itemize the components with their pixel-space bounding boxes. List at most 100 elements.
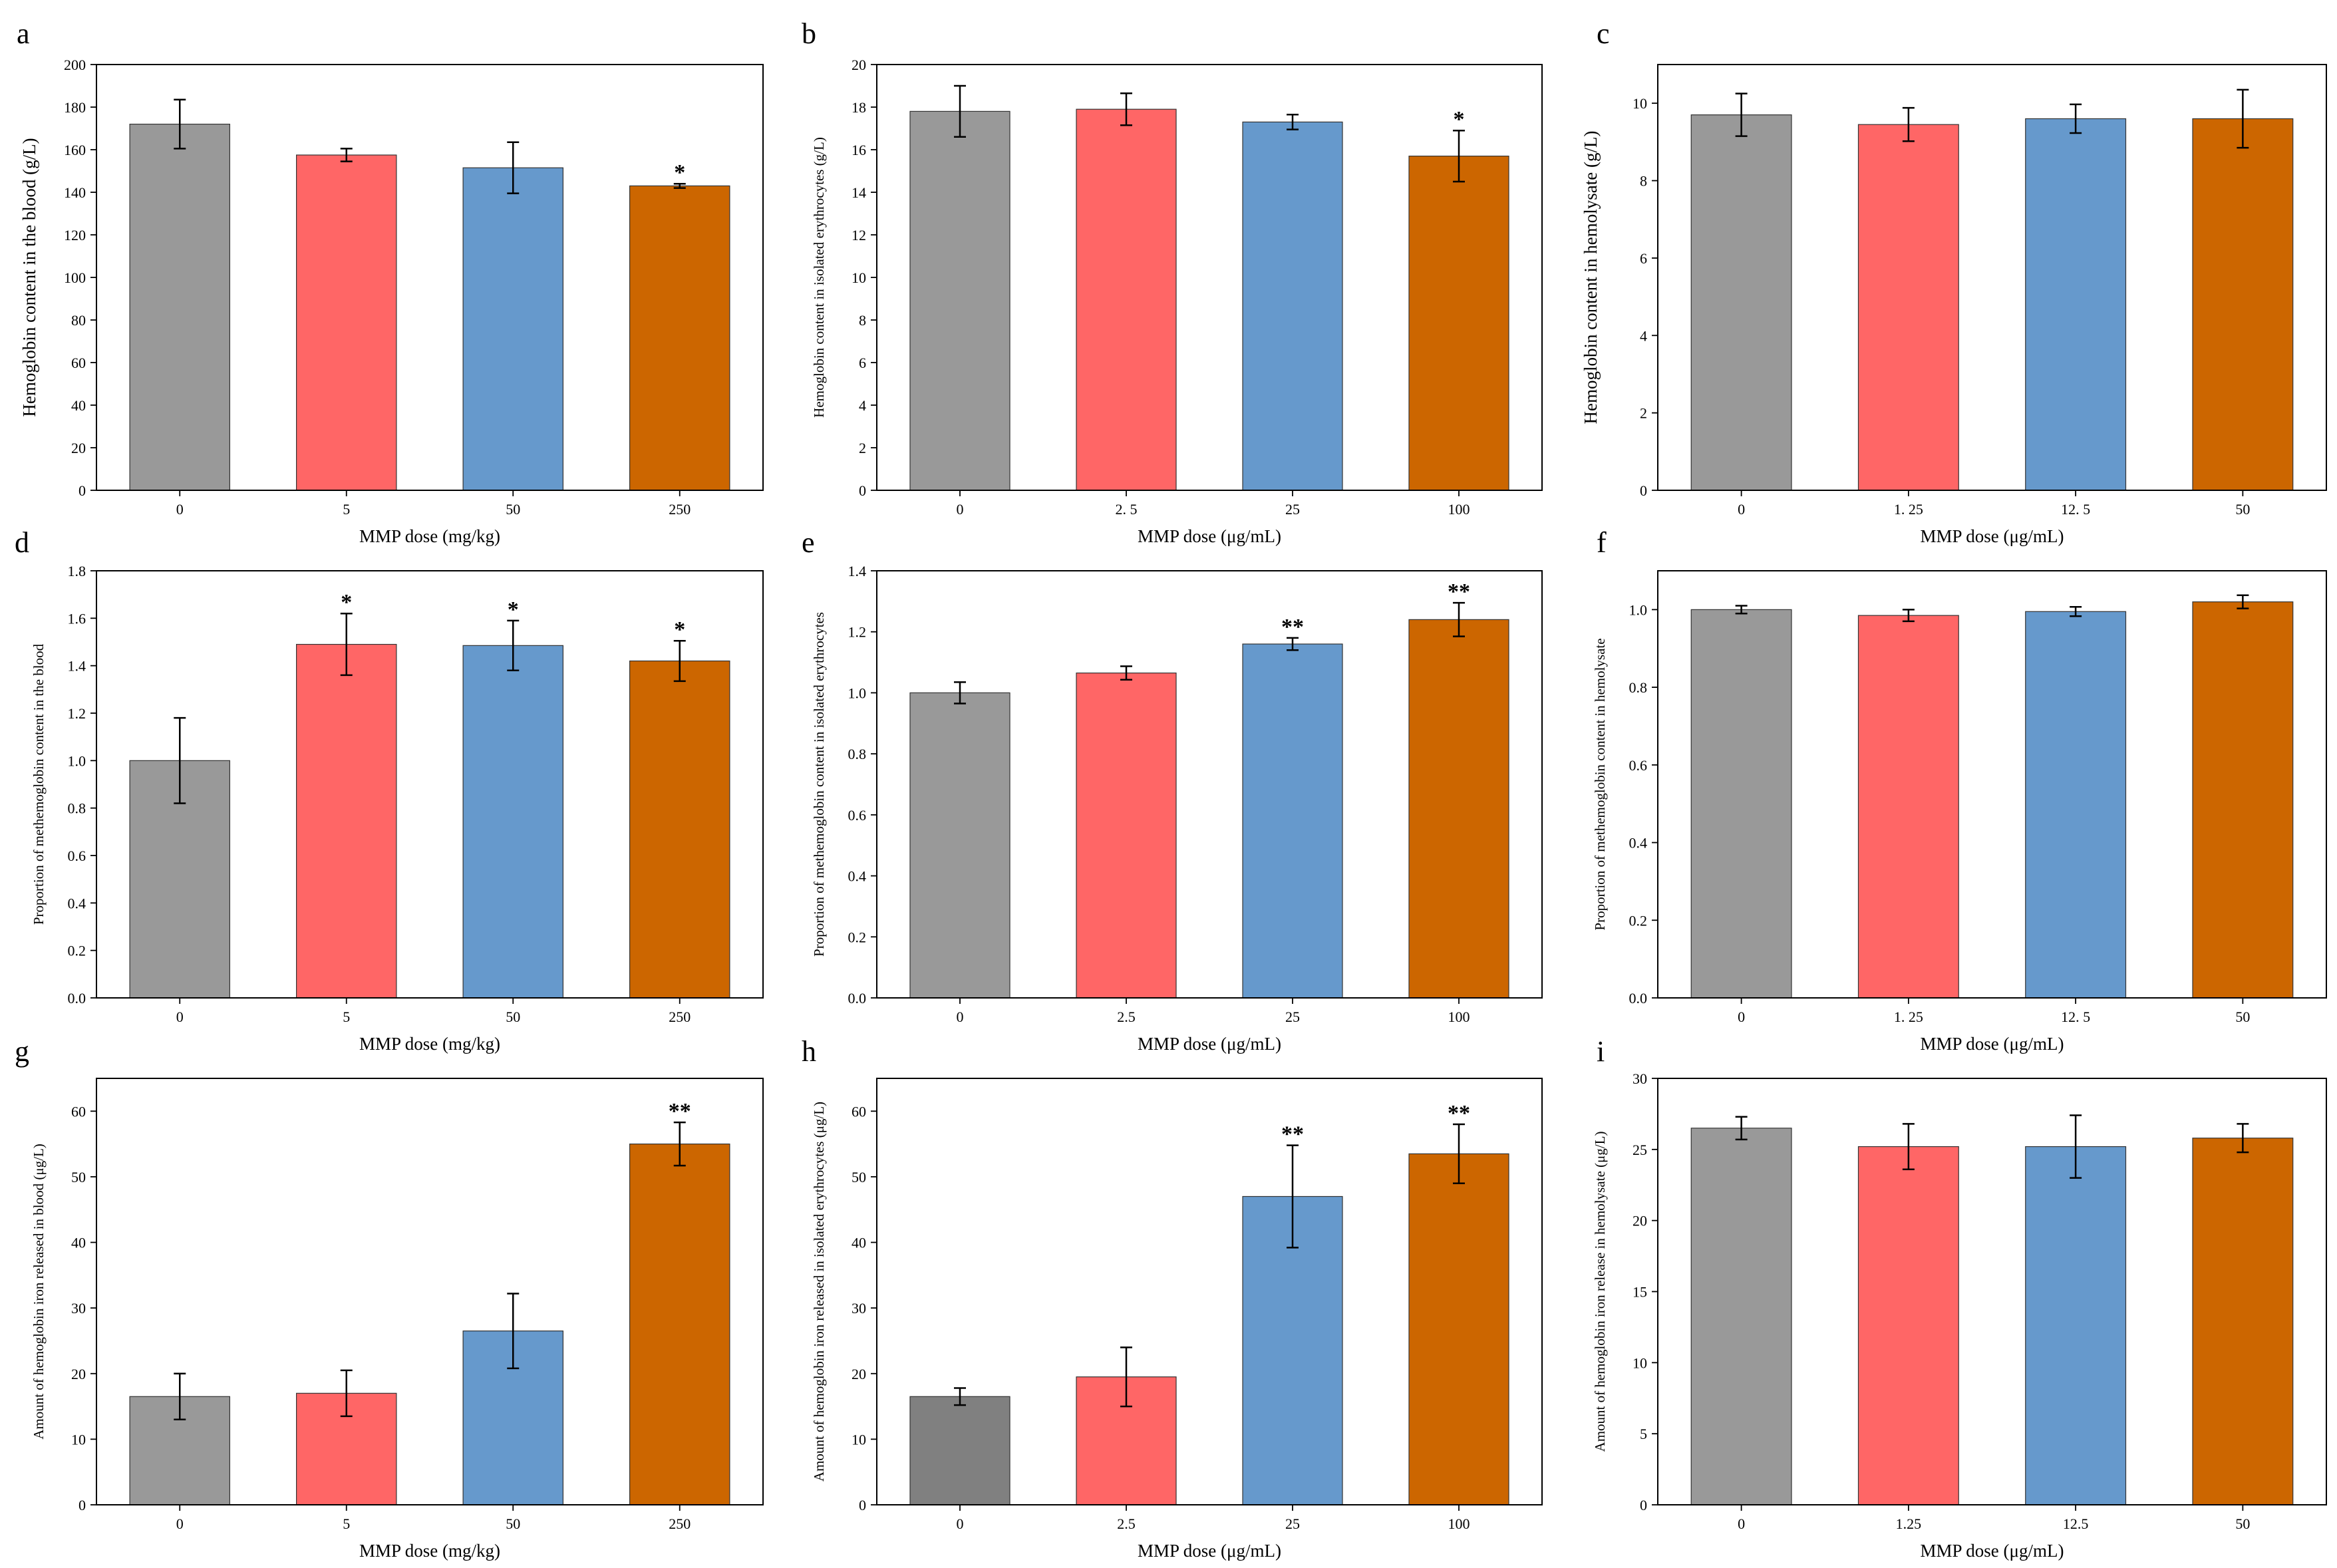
- y-tick-label-f-2: 0.4: [1629, 835, 1648, 852]
- significance-marker-d-3: *: [674, 617, 685, 642]
- error-bar-e-0: [954, 681, 966, 705]
- x-tick-label-i-3: 50: [2235, 1515, 2250, 1532]
- bar-i-12.5: [2025, 1146, 2127, 1505]
- y-axis-label-e: Proportion of methemoglobin content in i…: [811, 612, 827, 957]
- x-axis-label-f: MMP dose (μg/mL): [1921, 1034, 2064, 1054]
- significance-marker-h-2: **: [1281, 1122, 1304, 1147]
- bar-i-50: [2192, 1138, 2294, 1505]
- x-tick-label-e-1: 2.5: [1117, 1009, 1136, 1025]
- error-bar-h-1: [1120, 1346, 1132, 1408]
- error-bar-h-0: [954, 1387, 966, 1406]
- error-bar-b-1: [1120, 92, 1132, 126]
- bar-a-0: [129, 124, 231, 491]
- panel-letter-c: c: [1597, 17, 1610, 50]
- bar-b-25: [1242, 121, 1343, 491]
- y-tick-label-c-5: 10: [1633, 95, 1647, 112]
- y-tick-label-b-6: 12: [852, 227, 866, 243]
- x-tick-label-g-0: 0: [176, 1515, 184, 1532]
- y-tick-label-d-2: 0.4: [68, 895, 86, 911]
- error-bar-b-3: [1453, 129, 1465, 183]
- y-tick-label-e-6: 1.2: [848, 624, 867, 641]
- bar-h-100: [1408, 1153, 1509, 1505]
- y-axis-label-a: Hemoglobin content in the blood (g/L): [19, 138, 39, 416]
- x-tick-label-c-1: 1. 25: [1894, 501, 1923, 518]
- x-axis-label-h: MMP dose (μg/mL): [1138, 1541, 1281, 1561]
- y-tick-label-b-4: 8: [859, 312, 866, 329]
- significance-marker-e-3: **: [1448, 579, 1470, 604]
- y-tick-label-c-2: 4: [1640, 327, 1647, 344]
- bar-h-0: [909, 1396, 1011, 1505]
- x-tick-label-f-3: 50: [2235, 1009, 2250, 1025]
- x-tick-label-d-3: 250: [669, 1009, 691, 1025]
- x-tick-label-g-1: 5: [343, 1515, 350, 1532]
- y-axis-label-d: Proportion of methemoglobin content in t…: [31, 643, 47, 925]
- x-tick-label-h-3: 100: [1448, 1515, 1470, 1532]
- error-bar-g-0: [174, 1372, 186, 1421]
- error-bar-h-3: [1453, 1123, 1465, 1185]
- plot-frame-b: [876, 64, 1543, 491]
- x-tick-label-g-2: 50: [506, 1515, 520, 1532]
- x-tick-label-c-3: 50: [2235, 501, 2250, 518]
- error-bar-b-2: [1287, 113, 1299, 130]
- y-tick-label-i-1: 5: [1640, 1426, 1647, 1442]
- y-tick-label-e-5: 1.0: [848, 685, 867, 701]
- error-bar-f-1: [1902, 609, 1915, 623]
- bar-f-1.25: [1857, 615, 1959, 999]
- y-tick-label-e-0: 0.0: [848, 990, 867, 1007]
- significance-marker-b-3: *: [1454, 107, 1465, 132]
- error-bar-a-0: [174, 98, 186, 150]
- bar-c-0: [1690, 114, 1792, 491]
- y-tick-label-b-5: 10: [852, 269, 866, 286]
- panel-letter-i: i: [1597, 1035, 1605, 1068]
- x-tick-label-b-0: 0: [957, 501, 964, 518]
- bar-g-250: [629, 1144, 730, 1505]
- x-tick-label-f-2: 12. 5: [2061, 1009, 2090, 1025]
- error-bar-e-2: [1287, 637, 1299, 651]
- significance-marker-a-3: *: [674, 160, 685, 185]
- y-axis-label-i: Amount of hemoglobin iron release in hem…: [1592, 1132, 1608, 1452]
- panel-letter-f: f: [1597, 526, 1607, 559]
- y-tick-label-f-1: 0.2: [1629, 912, 1648, 929]
- error-bar-b-0: [954, 84, 966, 138]
- y-tick-label-d-7: 1.4: [68, 658, 86, 675]
- chart-panel-a: a 0 5 50 * 250 0 20 40 60 80 100 120 140 160 180 200 MMP …: [17, 17, 764, 546]
- y-tick-label-d-8: 1.6: [68, 610, 86, 627]
- bar-e-100: [1408, 619, 1509, 999]
- x-tick-label-e-2: 25: [1285, 1009, 1300, 1025]
- x-tick-label-h-1: 2.5: [1117, 1515, 1136, 1532]
- panel-letter-g: g: [15, 1035, 29, 1068]
- y-tick-label-h-0: 0: [859, 1497, 866, 1513]
- error-bar-a-1: [340, 148, 353, 162]
- y-tick-label-e-7: 1.4: [848, 563, 867, 579]
- x-tick-label-i-1: 1.25: [1896, 1515, 1922, 1532]
- chart-panel-c: c 0 1. 25 12. 5 50 0 2 4 6 8 10 MMP dose (μg/mL) Hem…: [1581, 17, 2327, 546]
- error-bar-i-2: [2070, 1114, 2082, 1179]
- x-tick-label-a-3: 250: [669, 501, 691, 518]
- x-tick-label-a-0: 0: [176, 501, 184, 518]
- y-tick-label-d-3: 0.6: [68, 848, 86, 864]
- plot-frame-d: [96, 570, 764, 999]
- y-tick-label-a-8: 160: [64, 142, 86, 158]
- error-bar-i-0: [1735, 1116, 1748, 1141]
- x-tick-label-g-3: 250: [669, 1515, 691, 1532]
- y-tick-label-b-8: 16: [852, 142, 866, 158]
- bar-e-0: [909, 692, 1011, 999]
- y-axis-label-c: Hemoglobin content in hemolysate (g/L): [1581, 131, 1601, 424]
- chart-panel-i: i 0 1.25 12.5 50 0 5 10 15 20 25 30 MMP dose (μg/mL)…: [1592, 1035, 2327, 1561]
- bar-i-1.25: [1857, 1146, 1959, 1505]
- error-bar-e-3: [1453, 601, 1465, 637]
- x-axis-label-b: MMP dose (μg/mL): [1138, 526, 1281, 546]
- y-tick-label-d-6: 1.2: [68, 705, 86, 722]
- panel-letter-a: a: [17, 17, 30, 50]
- x-tick-label-d-2: 50: [506, 1009, 520, 1025]
- y-tick-label-a-1: 20: [71, 440, 86, 456]
- y-axis-label-h: Amount of hemoglobin iron released in is…: [811, 1102, 827, 1482]
- y-tick-label-f-0: 0.0: [1629, 990, 1648, 1007]
- bar-i-0: [1690, 1128, 1792, 1505]
- y-tick-label-a-9: 180: [64, 99, 86, 116]
- error-bar-d-3: [673, 639, 686, 683]
- bar-d-250: [629, 660, 730, 999]
- y-tick-label-b-2: 4: [859, 397, 866, 414]
- error-bar-f-2: [2070, 606, 2082, 617]
- y-axis-label-g: Amount of hemoglobin iron released in bl…: [31, 1144, 47, 1440]
